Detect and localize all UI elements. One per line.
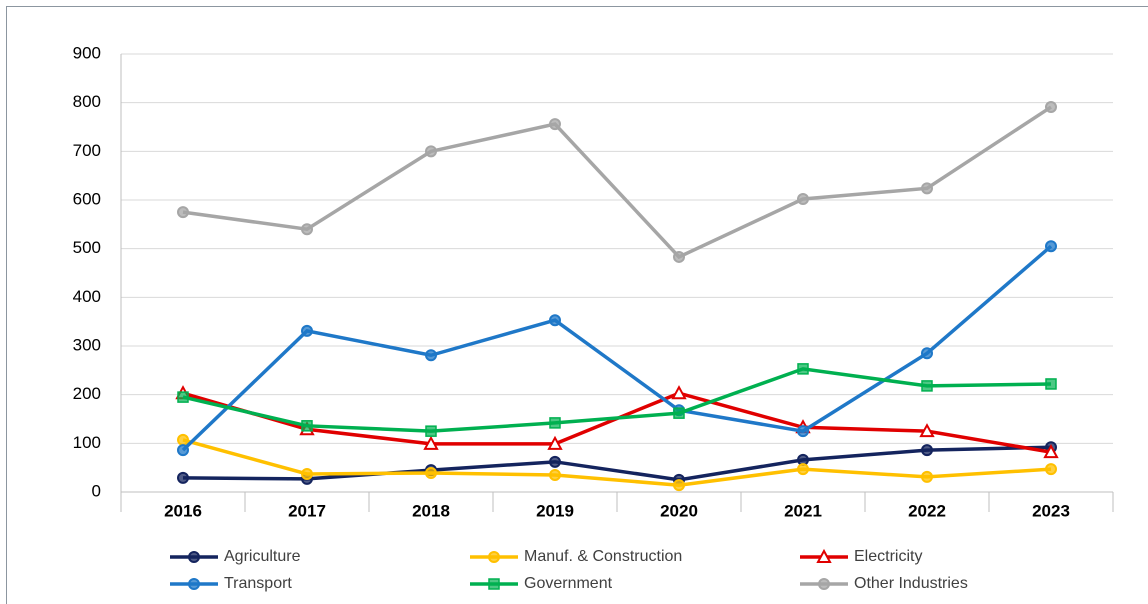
- marker: [921, 347, 933, 360]
- y-tick-label: 300: [73, 335, 101, 354]
- marker: [673, 479, 685, 492]
- marker: [919, 423, 935, 438]
- legend-marker: [816, 548, 832, 563]
- marker: [671, 385, 687, 400]
- marker: [921, 182, 933, 195]
- marker: [921, 470, 933, 483]
- y-tick-label: 0: [92, 481, 101, 500]
- x-tick-label: 2023: [1032, 501, 1070, 520]
- y-tick-label: 400: [73, 287, 101, 306]
- y-tick-label: 500: [73, 238, 101, 257]
- marker: [177, 444, 189, 457]
- marker: [177, 433, 189, 446]
- marker: [177, 471, 189, 484]
- marker: [425, 145, 437, 158]
- x-tick-label: 2019: [536, 501, 574, 520]
- line: [182, 438, 1052, 487]
- x-tick-label: 2018: [412, 501, 450, 520]
- marker: [549, 417, 561, 429]
- x-tick-label: 2016: [164, 501, 202, 520]
- marker: [1045, 378, 1057, 390]
- marker: [301, 467, 313, 480]
- marker: [673, 250, 685, 263]
- marker: [301, 324, 313, 337]
- legend-label: Transport: [224, 575, 292, 592]
- marker: [425, 425, 437, 437]
- marker: [921, 380, 933, 392]
- marker: [549, 455, 561, 468]
- legend-label: Government: [524, 575, 613, 592]
- marker: [797, 193, 809, 206]
- legend-marker: [488, 578, 500, 590]
- marker: [1043, 444, 1059, 459]
- y-tick-label: 900: [73, 43, 101, 62]
- marker: [425, 349, 437, 362]
- line: [182, 367, 1052, 433]
- y-tick-label: 200: [73, 384, 101, 403]
- line: [182, 105, 1052, 260]
- legend-label: Electricity: [854, 548, 922, 565]
- legend-marker: [818, 578, 830, 590]
- line: [181, 244, 1053, 452]
- chart-frame: [6, 6, 1148, 604]
- marker: [1045, 240, 1057, 253]
- marker: [673, 407, 685, 419]
- marker: [177, 206, 189, 219]
- marker: [921, 444, 933, 457]
- y-tick-label: 700: [73, 141, 101, 160]
- legend-marker: [188, 551, 200, 563]
- y-tick-label: 100: [73, 433, 101, 452]
- x-tick-label: 2022: [908, 501, 946, 520]
- marker: [177, 391, 189, 403]
- marker: [797, 463, 809, 476]
- legend-label: Other Industries: [854, 575, 968, 592]
- line: [182, 445, 1052, 482]
- x-tick-label: 2017: [288, 501, 326, 520]
- marker: [301, 223, 313, 236]
- legend-label: Agriculture: [224, 548, 301, 565]
- x-tick-label: 2021: [784, 501, 822, 520]
- legend-marker: [188, 578, 200, 590]
- legend-label: Manuf. & Construction: [524, 548, 682, 565]
- marker: [547, 435, 563, 450]
- marker: [301, 420, 313, 432]
- marker: [1045, 463, 1057, 476]
- x-tick-label: 2020: [660, 501, 698, 520]
- y-tick-label: 800: [73, 92, 101, 111]
- marker: [425, 467, 437, 480]
- marker: [423, 435, 439, 450]
- marker: [797, 363, 809, 375]
- marker: [549, 118, 561, 131]
- legend-marker: [488, 551, 500, 563]
- y-tick-label: 600: [73, 189, 101, 208]
- marker: [549, 468, 561, 481]
- marker: [797, 425, 809, 438]
- marker: [549, 314, 561, 327]
- marker: [1045, 101, 1057, 114]
